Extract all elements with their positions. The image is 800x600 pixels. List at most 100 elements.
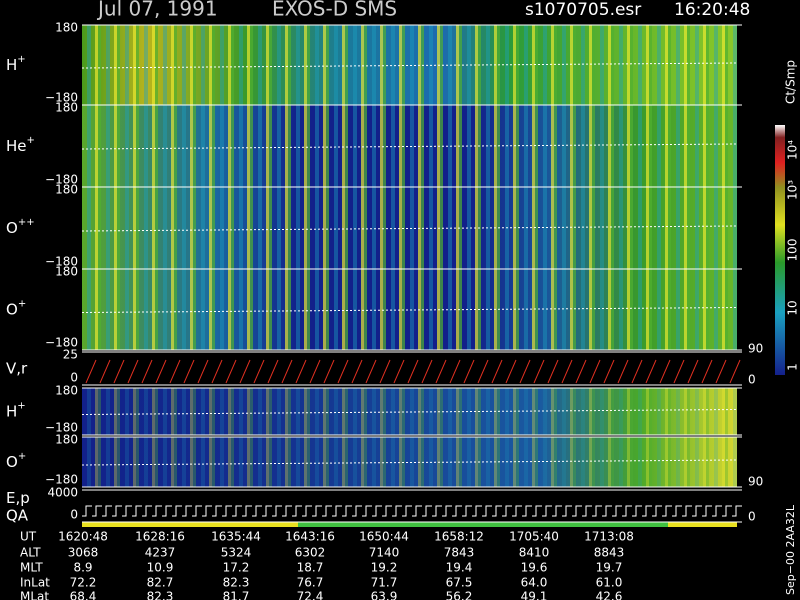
trace xyxy=(477,359,489,384)
cell: 81.7 xyxy=(223,590,250,600)
trace xyxy=(407,359,419,384)
cell: 19.7 xyxy=(596,561,623,575)
spectrogram-stripes xyxy=(82,388,737,435)
trace xyxy=(295,359,307,384)
trace xyxy=(372,505,382,517)
cell: 68.4 xyxy=(70,590,97,600)
trace xyxy=(552,505,562,517)
trace xyxy=(252,505,262,517)
trace xyxy=(547,359,559,384)
cell: 5324 xyxy=(221,546,252,560)
axis-bottom: −180 xyxy=(45,255,78,269)
trace xyxy=(169,359,181,384)
trace xyxy=(132,505,142,517)
panel-label-text: H xyxy=(6,402,17,420)
panel-label-text: O xyxy=(6,219,18,237)
trace xyxy=(672,505,682,517)
cell: 3068 xyxy=(68,546,99,560)
trace xyxy=(533,359,545,384)
trace xyxy=(113,359,125,384)
trace xyxy=(393,359,405,384)
trace xyxy=(197,359,209,384)
spectrogram-stripes xyxy=(82,269,737,350)
qa-bar xyxy=(298,522,668,527)
trace xyxy=(267,359,279,384)
cell: 56.2 xyxy=(446,590,473,600)
trace xyxy=(561,359,573,384)
axis-bottom: −180 xyxy=(45,91,78,105)
cell: 1705:40 xyxy=(509,530,559,544)
trace xyxy=(253,359,265,384)
panel-label-text: O xyxy=(6,300,18,318)
cell: 1628:16 xyxy=(135,530,185,544)
cell: 72.4 xyxy=(297,590,324,600)
panel-label: QA xyxy=(6,507,29,525)
trace xyxy=(682,505,692,517)
cell: 18.7 xyxy=(297,561,324,575)
panel-label-sup: + xyxy=(18,451,26,462)
trace xyxy=(81,459,738,466)
cell: 8.9 xyxy=(73,561,92,575)
trace xyxy=(421,359,433,384)
trace xyxy=(309,359,321,384)
trace xyxy=(659,359,671,384)
axis-bottom: 0 xyxy=(70,508,78,522)
trace xyxy=(85,359,97,384)
cell: 1620:48 xyxy=(58,530,108,544)
trace xyxy=(652,505,662,517)
trace xyxy=(182,505,192,517)
axis-top: 180 xyxy=(55,384,78,398)
colorbar-label: 100 xyxy=(786,239,800,262)
trace xyxy=(589,359,601,384)
trace xyxy=(312,505,322,517)
trace xyxy=(582,505,592,517)
footer: Sep−00 2AA32L xyxy=(784,504,797,595)
trace xyxy=(379,359,391,384)
panel-label-sup: + xyxy=(17,401,25,412)
trace xyxy=(631,359,643,384)
trace xyxy=(715,359,727,384)
panel-label-sup: + xyxy=(27,135,35,146)
axis-right-bottom: 0 xyxy=(748,510,756,524)
trace xyxy=(162,505,172,517)
panel-label: H+ xyxy=(6,54,26,74)
trace xyxy=(172,505,182,517)
cell: 61.0 xyxy=(596,576,623,590)
trace xyxy=(722,505,732,517)
panel-label: O+ xyxy=(6,299,26,319)
trace xyxy=(272,505,282,517)
cell: 63.9 xyxy=(371,590,398,600)
panel-label-text: H xyxy=(6,56,17,74)
trace xyxy=(729,359,741,384)
trace xyxy=(562,505,572,517)
trace xyxy=(239,359,251,384)
panel-label-sup: + xyxy=(18,299,26,310)
trace xyxy=(81,143,738,150)
trace xyxy=(402,505,412,517)
cell: 19.4 xyxy=(446,561,473,575)
trace xyxy=(142,505,152,517)
trace xyxy=(502,505,512,517)
cell: 76.7 xyxy=(297,576,324,590)
trace xyxy=(141,359,153,384)
axis-top: 25 xyxy=(63,348,78,362)
trace xyxy=(362,505,372,517)
trace xyxy=(323,359,335,384)
cell: 82.3 xyxy=(147,590,174,600)
trace xyxy=(701,359,713,384)
trace xyxy=(365,359,377,384)
cell: 7140 xyxy=(369,546,400,560)
trace xyxy=(422,505,432,517)
trace xyxy=(512,505,522,517)
trace xyxy=(687,359,699,384)
panel-label-text: V,r xyxy=(6,359,28,377)
trace xyxy=(492,505,502,517)
cell: 1650:44 xyxy=(359,530,409,544)
trace xyxy=(102,505,112,517)
trace xyxy=(519,359,531,384)
cell: 1643:16 xyxy=(285,530,335,544)
trace xyxy=(702,505,712,517)
trace xyxy=(392,505,402,517)
row-label: InLat xyxy=(20,576,50,590)
axis-bottom: −180 xyxy=(45,173,78,187)
